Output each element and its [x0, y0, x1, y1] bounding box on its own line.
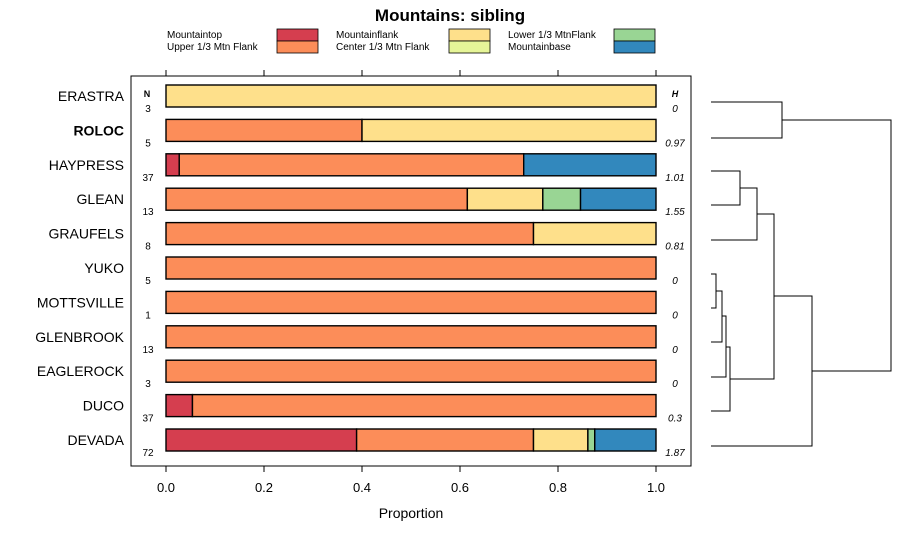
- n-value: 37: [142, 173, 154, 184]
- n-value: 1: [145, 310, 151, 321]
- row-label: GRAUFELS: [49, 226, 124, 242]
- dendrogram-branch: [711, 273, 717, 309]
- n-header: N: [144, 89, 151, 99]
- bar-segment: [178, 153, 525, 177]
- h-value: 0: [672, 379, 678, 390]
- n-value: 8: [145, 242, 151, 253]
- bar-segment: [165, 187, 469, 211]
- legend-swatch: [613, 40, 656, 54]
- legend-label: Lower 1/3 MtnFlank: [508, 30, 597, 41]
- legend-label: Mountaintop: [167, 30, 222, 41]
- legend-label: Mountainflank: [336, 30, 399, 41]
- x-tick-label: 0.4: [353, 480, 371, 495]
- bar-segment: [165, 84, 657, 108]
- h-header: H: [672, 89, 679, 99]
- bar-segment: [532, 428, 589, 452]
- legend-label: Center 1/3 Mtn Flank: [336, 42, 430, 53]
- bar-segment: [532, 221, 657, 246]
- x-tick-label: 1.0: [647, 480, 665, 495]
- h-value: 1.01: [665, 173, 684, 184]
- plot-frame: [130, 75, 692, 467]
- h-value: 0: [672, 345, 678, 356]
- bar-segment: [587, 428, 596, 452]
- row-label: YUKO: [84, 260, 124, 276]
- dendrogram-branch: [711, 170, 741, 206]
- row-label: ROLOC: [73, 122, 124, 138]
- dendrogram-branch: [730, 213, 775, 380]
- h-value: 1.55: [665, 207, 685, 218]
- h-value: 0: [672, 276, 678, 287]
- n-value: 5: [145, 138, 151, 149]
- h-value: 1.87: [665, 448, 685, 459]
- x-tick-label: 0.0: [157, 480, 175, 495]
- n-value: 13: [142, 207, 154, 218]
- x-tick-label: 0.6: [451, 480, 469, 495]
- h-value: 0: [672, 104, 678, 115]
- dendrogram: [711, 101, 892, 447]
- bar-segment: [165, 118, 363, 143]
- bar-segment: [165, 393, 194, 418]
- n-value: 37: [142, 414, 154, 425]
- bar-segment: [594, 428, 657, 452]
- bar-segment: [165, 428, 358, 452]
- dendrogram-branch: [711, 187, 758, 241]
- bar-segment: [542, 187, 582, 211]
- n-value: 72: [142, 448, 154, 459]
- bar-segment: [165, 221, 535, 246]
- bar-segment: [165, 325, 657, 349]
- dendrogram-branch: [711, 346, 731, 412]
- row-label: HAYPRESS: [49, 157, 124, 173]
- row-label: GLEAN: [77, 191, 124, 207]
- x-tick-label: 0.8: [549, 480, 567, 495]
- n-value: 3: [145, 379, 151, 390]
- bar-segment: [523, 153, 657, 177]
- dendrogram-branch: [711, 315, 727, 378]
- row-label: EAGLEROCK: [37, 363, 125, 379]
- dendrogram-branch: [711, 101, 783, 139]
- bar-segment: [165, 256, 657, 280]
- legend-swatch: [613, 28, 656, 42]
- chart-title: Mountains: sibling: [375, 6, 525, 25]
- dendrogram-branch: [782, 119, 892, 372]
- bar-segment: [191, 393, 657, 418]
- h-value: 0.97: [665, 138, 685, 149]
- h-value: 0.3: [668, 414, 682, 425]
- bar-segment: [579, 187, 657, 211]
- n-value: 3: [145, 104, 151, 115]
- bar-segment: [355, 428, 535, 452]
- legend-label: Mountainbase: [508, 42, 571, 53]
- bar-segment: [165, 359, 657, 383]
- bar-segment: [165, 153, 180, 177]
- bar-segment: [361, 118, 657, 143]
- n-value: 13: [142, 345, 154, 356]
- legend-label: Upper 1/3 Mtn Flank: [167, 42, 259, 53]
- x-axis-label: Proportion: [379, 505, 444, 521]
- bar-segment: [466, 187, 544, 211]
- row-label: ERASTRA: [58, 88, 125, 104]
- legend-swatch: [276, 28, 319, 42]
- legend: Mountaintop Mountainflank Lower 1/3 MtnFla…: [167, 28, 656, 54]
- bar-segment: [165, 290, 657, 315]
- legend-swatch: [276, 40, 319, 54]
- row-label: DEVADA: [67, 432, 124, 448]
- row-label: GLENBROOK: [35, 329, 124, 345]
- h-value: 0: [672, 310, 678, 321]
- row-label: MOTTSVILLE: [37, 294, 124, 310]
- legend-swatch: [448, 28, 491, 42]
- n-value: 5: [145, 276, 151, 287]
- h-value: 0.81: [665, 242, 684, 253]
- x-axis: 0.0 0.2 0.4 0.6 0.8 1.0: [157, 70, 665, 495]
- x-tick-label: 0.2: [255, 480, 273, 495]
- legend-swatch: [448, 40, 491, 54]
- row-label: DUCO: [83, 398, 124, 414]
